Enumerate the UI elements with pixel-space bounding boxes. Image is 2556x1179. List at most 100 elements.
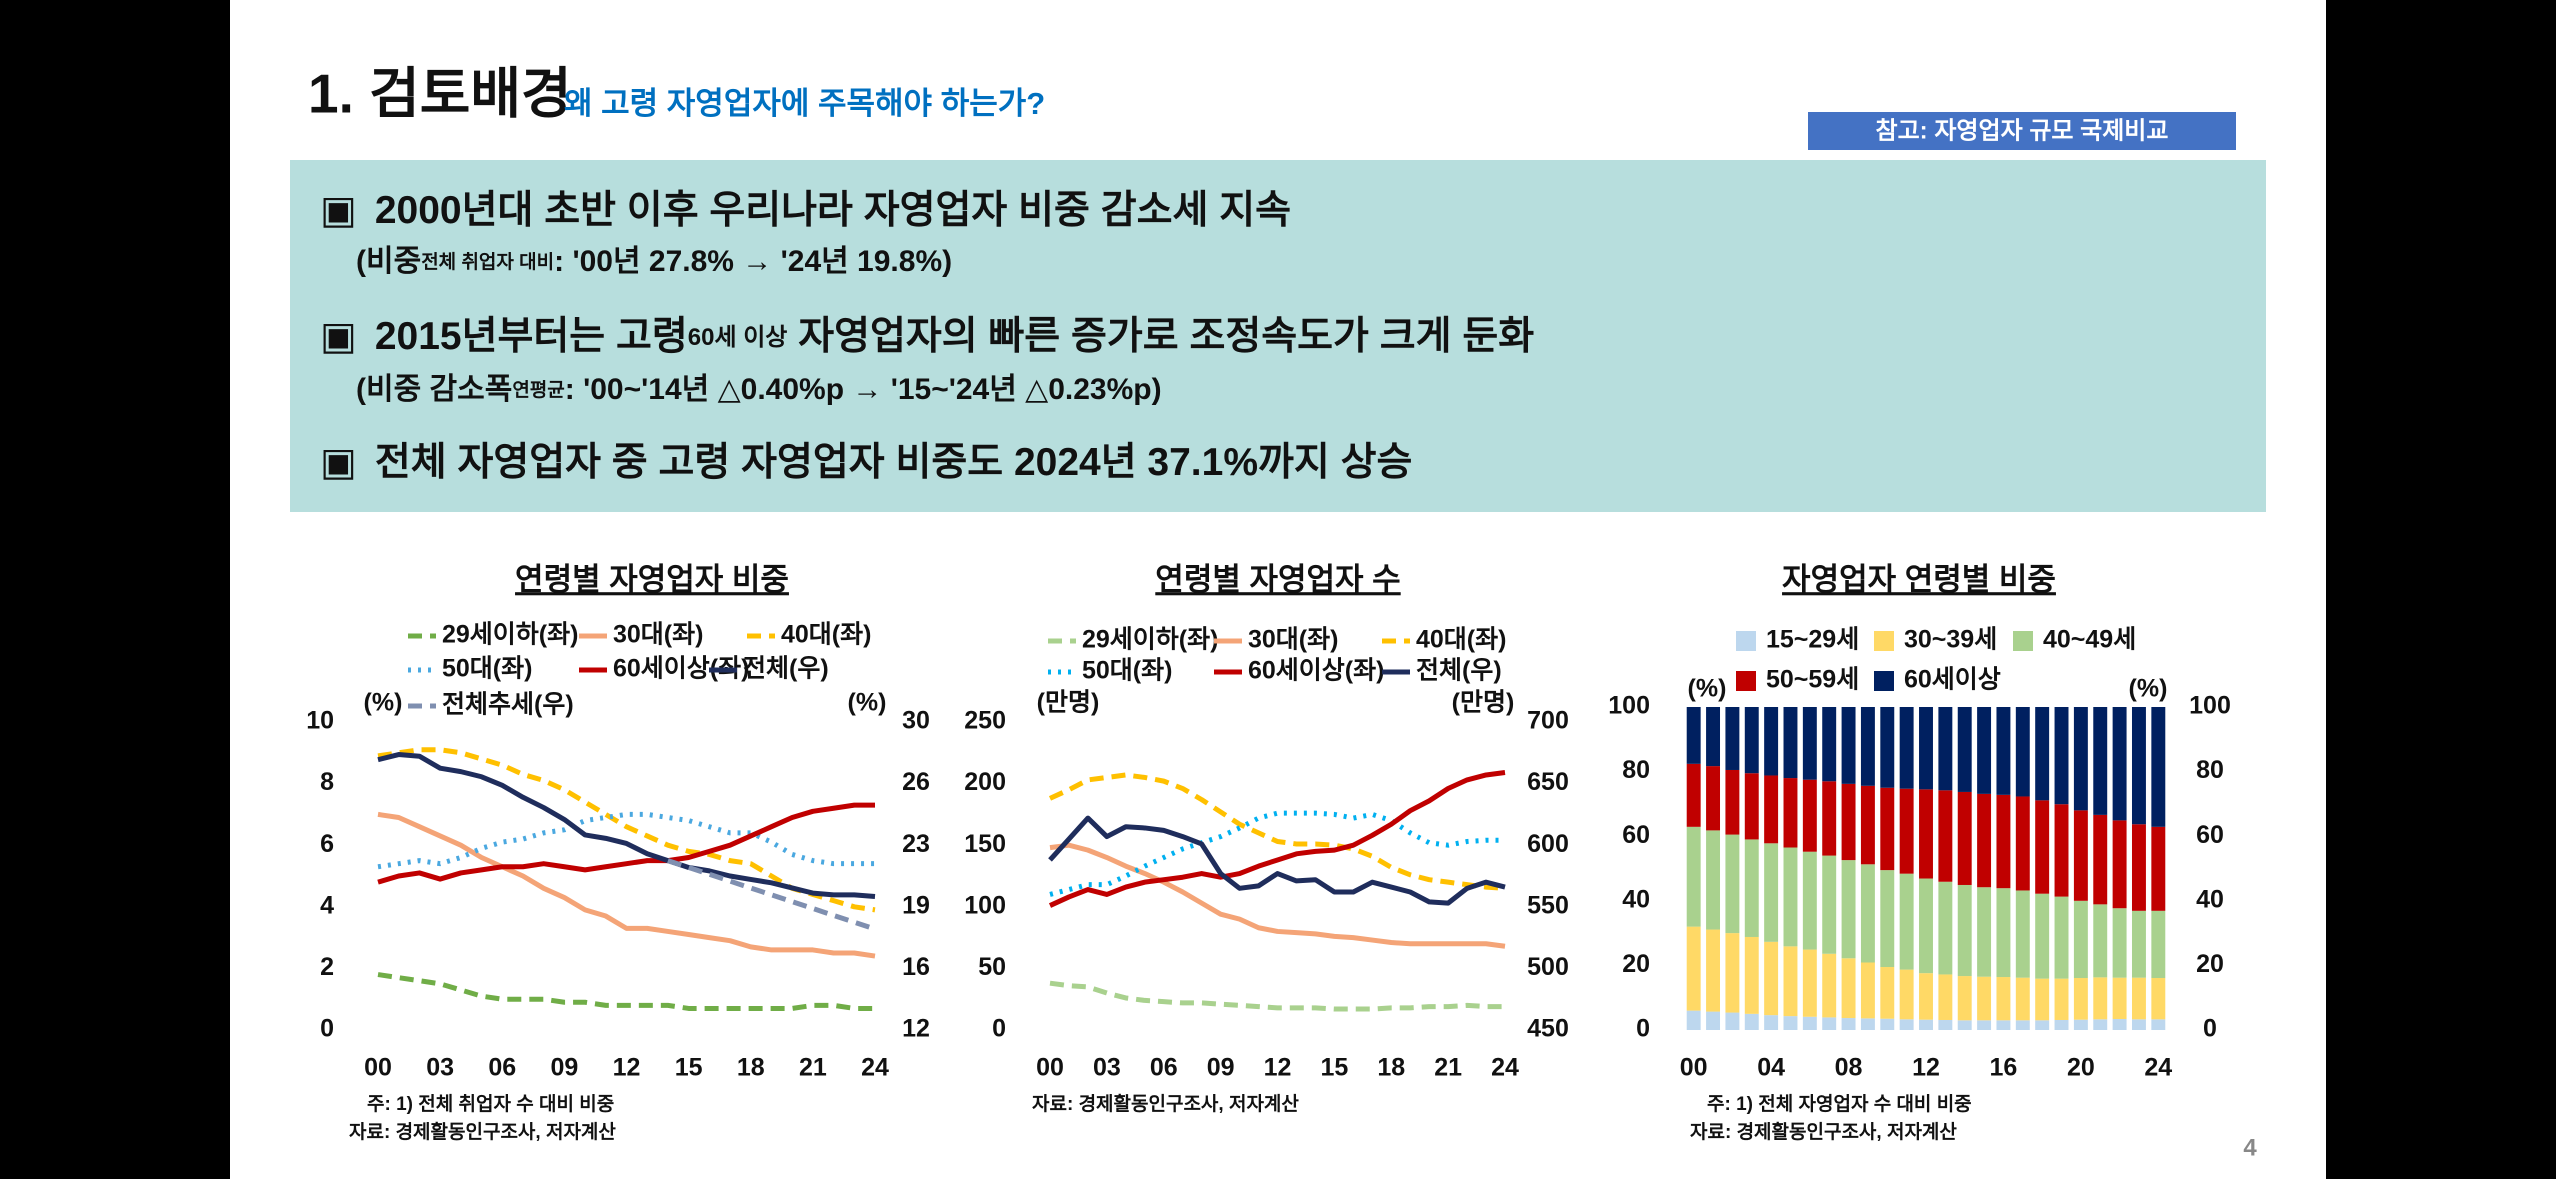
- bar-segment: [1822, 1017, 1837, 1030]
- bar-segment: [2054, 804, 2069, 897]
- x-tick-label: 04: [1757, 1054, 1785, 1082]
- x-tick-label: 18: [737, 1054, 765, 1082]
- legend-label: 30대(좌): [613, 621, 703, 649]
- series-line: [377, 802, 875, 885]
- bar-segment: [1706, 830, 1721, 930]
- x-tick-label: 12: [1912, 1054, 1940, 1082]
- page-title: 1. 검토배경: [308, 63, 572, 125]
- legend-swatch: [2013, 631, 2033, 651]
- bar-segment: [1686, 763, 1701, 827]
- bar-segment: [1841, 707, 1856, 784]
- bar-segment: [1764, 941, 1779, 1016]
- bar-segment: [1706, 1011, 1721, 1030]
- bar-segment: [1996, 1020, 2011, 1030]
- bar-segment: [1860, 785, 1875, 865]
- x-tick-label: 24: [861, 1054, 889, 1082]
- bar-segment: [2151, 977, 2166, 1020]
- y-tick-label: 6: [320, 830, 334, 858]
- bar-segment: [1919, 973, 1933, 1020]
- bar-segment: [1977, 1020, 1992, 1030]
- bar-segment: [2093, 1019, 2108, 1030]
- bar-segment: [1764, 707, 1779, 776]
- y2-tick-label: 80: [2196, 756, 2224, 784]
- bar-segment: [1841, 783, 1856, 861]
- legend-label: 40대(좌): [1416, 626, 1506, 654]
- bar-segment: [1841, 958, 1856, 1019]
- bar-segment: [2131, 824, 2146, 911]
- x-tick-label: 00: [1036, 1054, 1064, 1082]
- legend-label: 50대(좌): [442, 655, 532, 683]
- series-line: [1048, 770, 1506, 908]
- bullet-symbol: ▣: [320, 189, 357, 232]
- y2-tick-label: 0: [2203, 1015, 2217, 1043]
- bullet-small: 60세 이상: [688, 324, 788, 351]
- bar-segment: [1706, 707, 1721, 767]
- bar-segment: [1744, 1013, 1759, 1030]
- legend-label: 60세이상: [1904, 666, 2001, 694]
- bar-segment: [1957, 1020, 1972, 1030]
- bar-segment: [2093, 707, 2108, 815]
- legend-label: 40대(좌): [781, 621, 871, 649]
- legend-label: 전체(우): [743, 655, 829, 683]
- y-tick-label: 100: [964, 891, 1006, 919]
- bar-segment: [1822, 953, 1837, 1018]
- bar-segment: [1802, 851, 1817, 950]
- bar-segment: [1938, 974, 1953, 1020]
- x-tick-label: 18: [1377, 1054, 1405, 1082]
- y-tick-label: 8: [320, 768, 334, 796]
- footnote: 주: 1) 전체 취업자 수 대비 비중: [367, 1093, 614, 1115]
- bar-segment: [2073, 1019, 2088, 1030]
- bar-segment: [1764, 1015, 1779, 1030]
- bar-segment: [2093, 904, 2108, 978]
- y2-axis-unit: (%): [2129, 675, 2168, 703]
- page-number: 4: [2243, 1134, 2257, 1161]
- bar-segment: [2131, 707, 2146, 825]
- bar-segment: [1841, 860, 1856, 959]
- bullet: ▣ 2015년부터는 고령60세 이상 자영업자의 빠른 증가로 조정속도가 크게…: [320, 315, 1534, 358]
- y-axis-unit: (%): [364, 689, 403, 717]
- series-line: [667, 858, 876, 932]
- legend-swatch: [1874, 671, 1894, 691]
- series-line: [377, 752, 876, 900]
- bar-segment: [2112, 1019, 2127, 1030]
- y2-tick-label: 100: [2189, 692, 2231, 720]
- bullet-sub: (비중 감소폭연평균: '00~'14년 △0.40%p → '15~'24년 …: [356, 373, 1162, 406]
- y2-tick-label: 60: [2196, 821, 2224, 849]
- x-tick-label: 08: [1835, 1054, 1863, 1082]
- bar-segment: [1938, 1019, 1953, 1030]
- legend-label: 50~59세: [1766, 666, 1859, 694]
- bar-segment: [2035, 893, 2050, 979]
- bullet-sub: (비중전체 취업자 대비: '00년 27.8% → '24년 19.8%): [356, 245, 952, 278]
- bar-segment: [2073, 707, 2088, 811]
- bar-segment: [2112, 908, 2127, 978]
- y-tick-label: 50: [978, 953, 1006, 981]
- x-tick-label: 20: [2067, 1054, 2095, 1082]
- y2-tick-label: 500: [1527, 953, 1569, 981]
- x-tick-label: 03: [1093, 1054, 1121, 1082]
- legend-label: 29세이하(좌): [1082, 626, 1218, 654]
- bar-segment: [1802, 779, 1817, 852]
- bar-segment: [1977, 887, 1992, 977]
- bar-segment: [2035, 800, 2050, 894]
- legend-label: 30대(좌): [1248, 626, 1338, 654]
- sub-text: (비중: [356, 245, 421, 278]
- y2-tick-label: 16: [902, 953, 930, 981]
- bar-segment: [1880, 870, 1895, 968]
- bar-segment: [2015, 977, 2030, 1021]
- bar-segment: [2151, 1019, 2166, 1030]
- bar-segment: [2151, 826, 2166, 911]
- bar-segment: [2093, 814, 2108, 905]
- y2-tick-label: 12: [902, 1015, 930, 1043]
- bar-segment: [2015, 707, 2030, 797]
- bar-segment: [1919, 878, 1933, 974]
- bar-segment: [2015, 796, 2030, 891]
- y2-axis-unit: (%): [848, 689, 887, 717]
- bar-segment: [2112, 977, 2127, 1020]
- x-tick-label: 00: [364, 1054, 392, 1082]
- sub-text: (비중 감소폭: [356, 373, 512, 406]
- x-tick-label: 06: [1150, 1054, 1178, 1082]
- y-tick-label: 100: [1608, 692, 1650, 720]
- bar-segment: [1957, 707, 1972, 792]
- series-line: [1049, 842, 1506, 949]
